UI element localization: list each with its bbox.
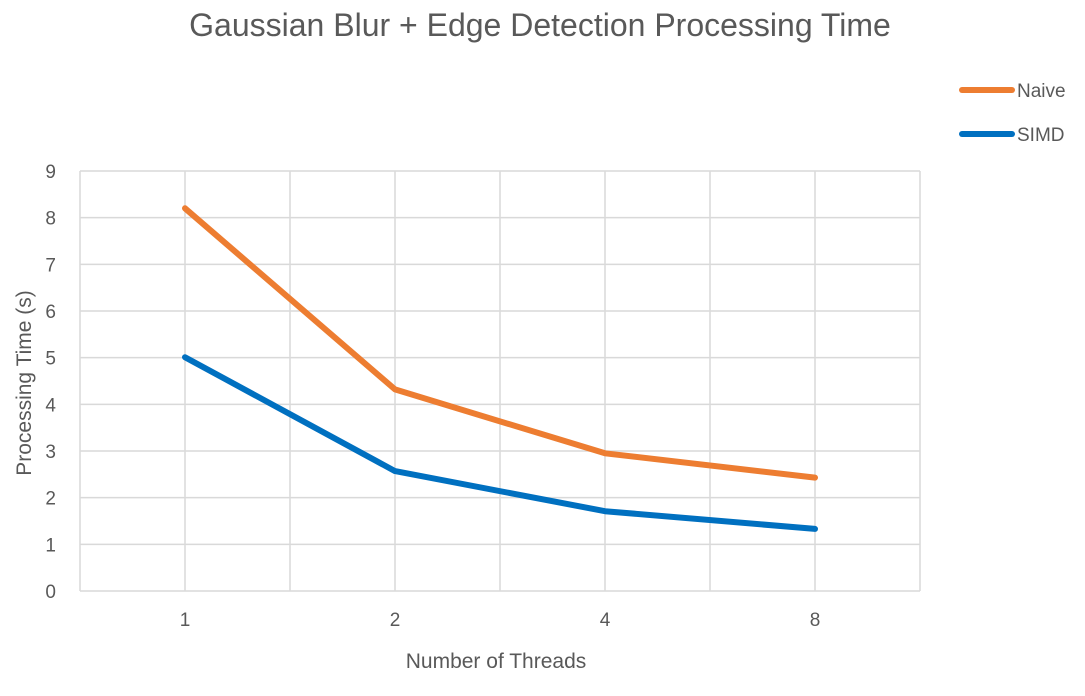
series-layer [182, 205, 818, 532]
legend: Naive SIMD [959, 81, 1066, 146]
y-axis-ticks: 0 1 2 3 4 5 6 7 8 9 [45, 162, 56, 603]
y-tick-label: 5 [45, 349, 56, 370]
y-tick-label: 9 [45, 162, 56, 183]
series-line-simd [182, 354, 818, 532]
y-tick-label: 2 [45, 489, 56, 510]
y-tick-label: 3 [45, 442, 56, 463]
y-axis-label: Processing Time (s) [13, 290, 36, 476]
legend-label-naive: Naive [1017, 81, 1066, 102]
x-tick-label: 2 [390, 610, 401, 631]
chart-title: Gaussian Blur + Edge Detection Processin… [189, 7, 891, 43]
x-axis-label: Number of Threads [406, 650, 587, 673]
x-tick-label: 4 [600, 610, 611, 631]
series-line-naive [182, 205, 818, 481]
x-tick-label: 8 [810, 610, 821, 631]
x-tick-label: 1 [180, 610, 191, 631]
y-tick-label: 0 [45, 582, 56, 603]
legend-label-simd: SIMD [1017, 125, 1065, 146]
gridlines [79, 170, 921, 592]
y-tick-label: 1 [45, 535, 56, 556]
y-tick-label: 4 [45, 395, 56, 416]
y-tick-label: 8 [45, 209, 56, 230]
y-tick-label: 6 [45, 302, 56, 323]
x-axis-ticks: 1 2 4 8 [180, 610, 821, 631]
y-tick-label: 7 [45, 255, 56, 276]
